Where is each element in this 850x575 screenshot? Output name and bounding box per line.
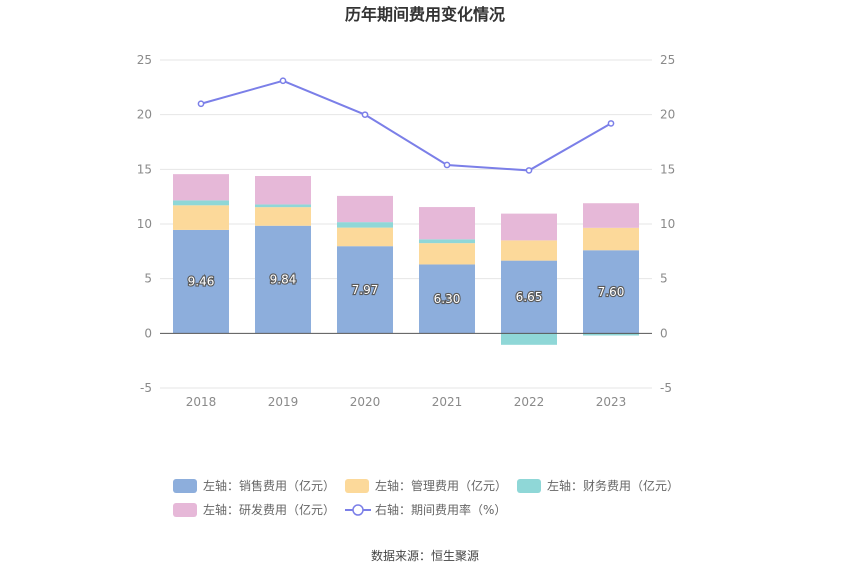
legend-label: 左轴：管理费用（亿元） xyxy=(375,478,507,493)
left-axis-tick-label: 25 xyxy=(137,53,152,67)
legend-swatch xyxy=(345,479,369,493)
bar-segment xyxy=(419,239,475,244)
x-axis-tick-label: 2020 xyxy=(350,395,381,409)
bar-data-label: 6.30 xyxy=(434,292,461,306)
legend-label: 左轴：财务费用（亿元） xyxy=(547,478,679,493)
left-axis-tick-label: 20 xyxy=(137,108,152,122)
axes: -5 0 5 10 15 20 25 -5 0 5 10 15 20 25 2018 2019 2020 2021… xyxy=(137,53,676,409)
right-axis-tick-label: 25 xyxy=(660,53,675,67)
legend-swatch xyxy=(173,503,197,517)
legend-label: 左轴：销售费用（亿元） xyxy=(203,478,335,493)
rate-point xyxy=(361,111,369,119)
rate-point xyxy=(525,167,533,174)
x-axis-tick-label: 2022 xyxy=(514,395,545,409)
legend-label: 右轴：期间费用率（%） xyxy=(375,502,506,517)
bar-data-label: 9.84 xyxy=(270,273,297,287)
x-axis-tick-label: 2021 xyxy=(432,395,463,409)
rate-point xyxy=(607,120,615,127)
bar-segment xyxy=(501,260,557,334)
bar-segment xyxy=(173,174,229,201)
bar-segment xyxy=(419,207,475,240)
bar-segment xyxy=(501,213,557,241)
legend-item[interactable]: 左轴：管理费用（亿元） xyxy=(345,478,507,493)
legend-label: 左轴：研发费用（亿元） xyxy=(203,502,335,517)
right-axis-tick-label: 0 xyxy=(660,326,668,340)
legend-line-marker xyxy=(352,504,364,516)
bar-segment xyxy=(173,229,229,334)
bar-segment xyxy=(255,225,311,334)
legend[interactable]: 左轴：销售费用（亿元） 左轴：管理费用（亿元） 左轴：财务费用（亿元） 左轴：研发费用… xyxy=(173,478,679,517)
x-axis-tick-label: 2023 xyxy=(596,395,627,409)
bar-segment xyxy=(337,246,393,334)
left-axis-tick-label: 0 xyxy=(144,326,152,340)
data-source: 数据来源：恒生聚源 xyxy=(371,548,479,563)
rate-line xyxy=(200,79,612,172)
bar-segment xyxy=(173,205,229,230)
rate-point xyxy=(443,161,451,169)
bar-segment xyxy=(337,222,393,228)
bar-labels: 9.46 9.84 7.97 6.30 6.65 7.60 xyxy=(187,271,626,307)
legend-item[interactable]: 左轴：销售费用（亿元） xyxy=(173,478,335,493)
left-axis-tick-label: 10 xyxy=(137,217,152,231)
bar-segment xyxy=(337,227,393,247)
left-axis-tick-label: 5 xyxy=(144,272,152,286)
legend-swatch xyxy=(517,479,541,493)
bar-segment xyxy=(173,200,229,206)
right-axis-tick-label: 10 xyxy=(660,217,675,231)
rate-point xyxy=(197,100,205,108)
bar-segment xyxy=(501,240,557,261)
bar-segment xyxy=(583,227,639,251)
bar-segment xyxy=(255,207,311,226)
left-axis-tick-label: 15 xyxy=(137,162,152,176)
legend-item[interactable]: 左轴：研发费用（亿元） xyxy=(173,502,335,517)
bar-segment xyxy=(337,195,393,223)
expense-rate-line xyxy=(197,77,615,174)
x-axis-tick-label: 2019 xyxy=(268,395,299,409)
gridlines xyxy=(160,59,652,389)
legend-item[interactable]: 右轴：期间费用率（%） xyxy=(345,502,506,517)
x-axis-tick-label: 2018 xyxy=(186,395,217,409)
bar-segment xyxy=(583,203,639,228)
right-axis-tick-label: -5 xyxy=(660,381,672,395)
bar-segment xyxy=(501,333,557,345)
bar-data-label: 7.60 xyxy=(598,285,625,299)
bar-segment xyxy=(583,250,639,334)
bar-data-label: 9.46 xyxy=(188,275,215,289)
chart-title: 历年期间费用变化情况 xyxy=(345,5,505,24)
bar-segment xyxy=(255,176,311,205)
bar-data-label: 7.97 xyxy=(352,283,379,297)
right-axis-tick-label: 5 xyxy=(660,272,668,286)
legend-item[interactable]: 左轴：财务费用（亿元） xyxy=(517,478,679,493)
bar-data-label: 6.65 xyxy=(516,290,543,304)
right-axis-tick-label: 20 xyxy=(660,108,675,122)
bar-segment xyxy=(583,333,639,336)
bar-segment xyxy=(255,204,311,208)
bars xyxy=(173,174,639,345)
left-axis-tick-label: -5 xyxy=(140,381,152,395)
bar-segment xyxy=(419,264,475,334)
bar-segment xyxy=(419,243,475,265)
right-axis-tick-label: 15 xyxy=(660,162,675,176)
legend-swatch xyxy=(173,479,197,493)
rate-point xyxy=(279,77,287,85)
